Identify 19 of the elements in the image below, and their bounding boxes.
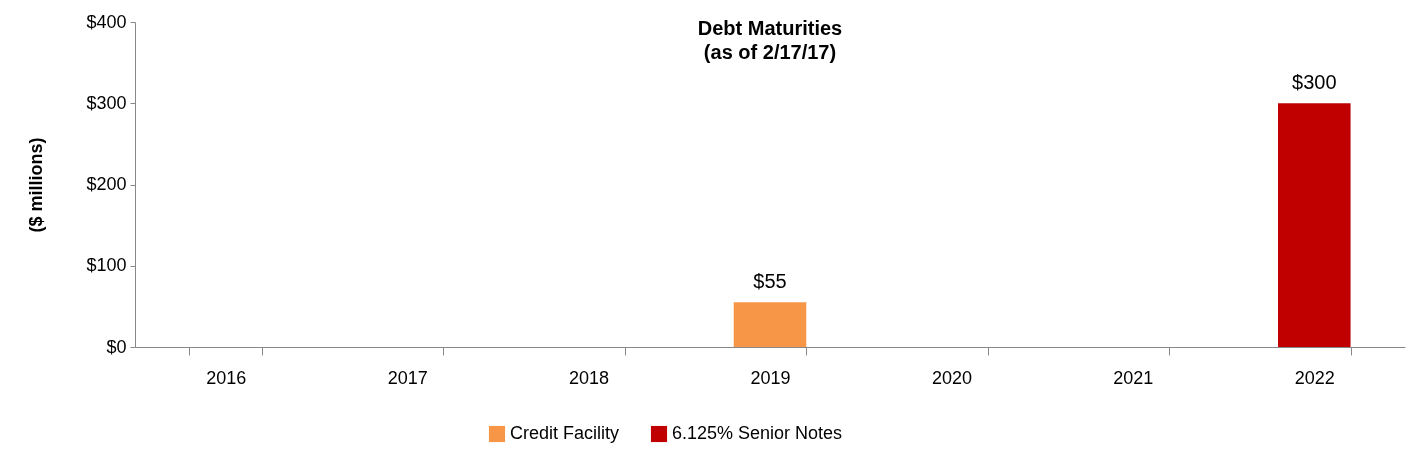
- text: (as of 2/17/17): [703, 41, 837, 63]
- y-tick-label: $400: [86, 11, 127, 32]
- y-axis-title: ($ millions): [26, 137, 47, 233]
- y-tick-label: $200: [86, 174, 127, 194]
- legend-label: 6.125% Senior Notes: [672, 423, 843, 443]
- y-tick-label: $0: [106, 336, 127, 357]
- x-tick-label: 2020: [931, 367, 972, 388]
- x-tick-label: 2019: [750, 367, 791, 388]
- y-tick-label: $300: [86, 92, 127, 113]
- data-label: $300: [1292, 71, 1337, 94]
- legend-label: Credit Facility: [510, 423, 620, 443]
- x-tick-label: 2022: [1294, 367, 1335, 388]
- y-tick-label: $100: [86, 255, 127, 276]
- data-label: $55: [753, 270, 787, 293]
- x-tick-label: 2017: [387, 367, 428, 388]
- x-tick-label: 2018: [569, 367, 610, 388]
- chart-title: Debt Maturities: [697, 17, 843, 39]
- x-tick-label: 2021: [1113, 367, 1154, 388]
- x-tick-label: 2016: [206, 367, 247, 388]
